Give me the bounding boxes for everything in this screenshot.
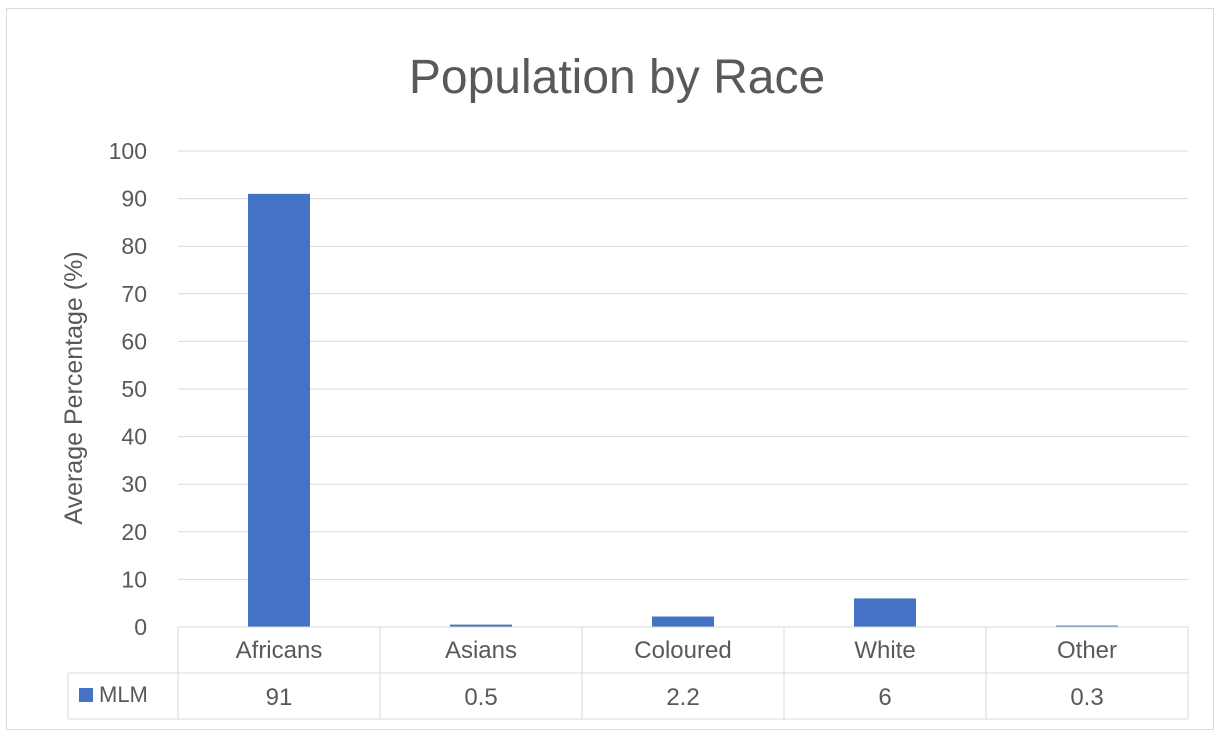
y-tick-label: 90	[121, 186, 147, 212]
legend-swatch	[79, 688, 93, 702]
y-tick-label: 20	[121, 519, 147, 545]
category-label: Coloured	[634, 637, 731, 664]
bars	[248, 193, 1118, 627]
y-tick-label: 100	[109, 138, 147, 164]
y-tick-label: 0	[134, 614, 147, 640]
category-label: Asians	[445, 637, 517, 664]
category-label: White	[854, 637, 915, 664]
y-tick-label: 10	[121, 566, 147, 592]
bar	[1056, 625, 1118, 627]
chart-frame	[6, 8, 1214, 730]
data-label: 2.2	[666, 684, 699, 711]
category-label: Other	[1057, 637, 1117, 664]
data-label: 0.5	[464, 684, 497, 711]
y-axis-label: Average Percentage (%)	[60, 251, 88, 524]
y-tick-label: 30	[121, 471, 147, 497]
data-label: 91	[266, 684, 293, 711]
y-tick-label: 50	[121, 376, 147, 402]
y-tick-label: 40	[121, 424, 147, 450]
bar	[652, 616, 714, 627]
bar	[450, 624, 512, 627]
y-axis-ticks: 0 10 20 30 40 50 60 70 80 90 100	[109, 138, 147, 640]
y-tick-label: 80	[121, 233, 147, 259]
chart-title: Population by Race	[409, 51, 825, 104]
y-tick-label: 60	[121, 328, 147, 354]
bar	[854, 598, 916, 627]
bar	[248, 193, 310, 627]
data-label: 0.3	[1070, 684, 1103, 711]
legend-label: MLM	[99, 682, 148, 707]
gridlines	[178, 150, 1188, 628]
data-label: 6	[878, 684, 891, 711]
y-tick-label: 70	[121, 281, 147, 307]
category-label: Africans	[236, 637, 323, 664]
data-table: Africans 91 Asians 0.5 Coloured 2.2 White 6 Othe…	[67, 626, 1189, 720]
